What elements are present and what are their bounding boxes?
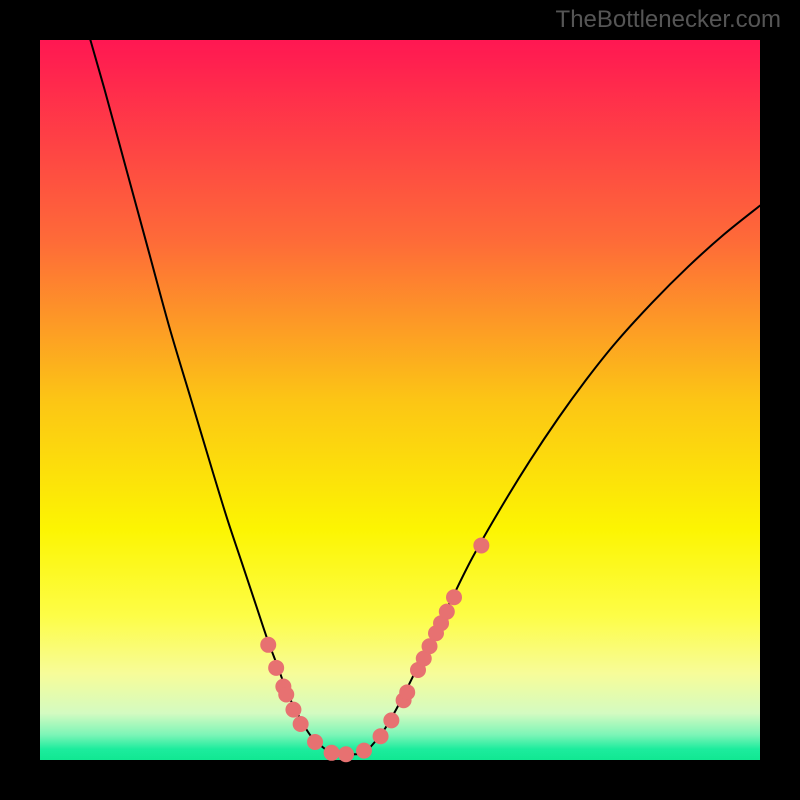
data-point-marker bbox=[308, 735, 323, 750]
data-point-marker bbox=[400, 685, 415, 700]
data-point-markers bbox=[261, 538, 489, 762]
bottleneck-curve-chart bbox=[0, 0, 800, 800]
data-point-marker bbox=[439, 604, 454, 619]
data-point-marker bbox=[324, 745, 339, 760]
data-point-marker bbox=[286, 702, 301, 717]
data-point-marker bbox=[261, 637, 276, 652]
data-point-marker bbox=[474, 538, 489, 553]
data-point-marker bbox=[279, 687, 294, 702]
data-point-marker bbox=[339, 747, 354, 762]
watermark-text: TheBottlenecker.com bbox=[556, 6, 781, 34]
data-point-marker bbox=[384, 713, 399, 728]
data-point-marker bbox=[447, 590, 462, 605]
data-point-marker bbox=[293, 717, 308, 732]
data-point-marker bbox=[269, 660, 284, 675]
data-point-marker bbox=[357, 743, 372, 758]
data-point-marker bbox=[373, 729, 388, 744]
